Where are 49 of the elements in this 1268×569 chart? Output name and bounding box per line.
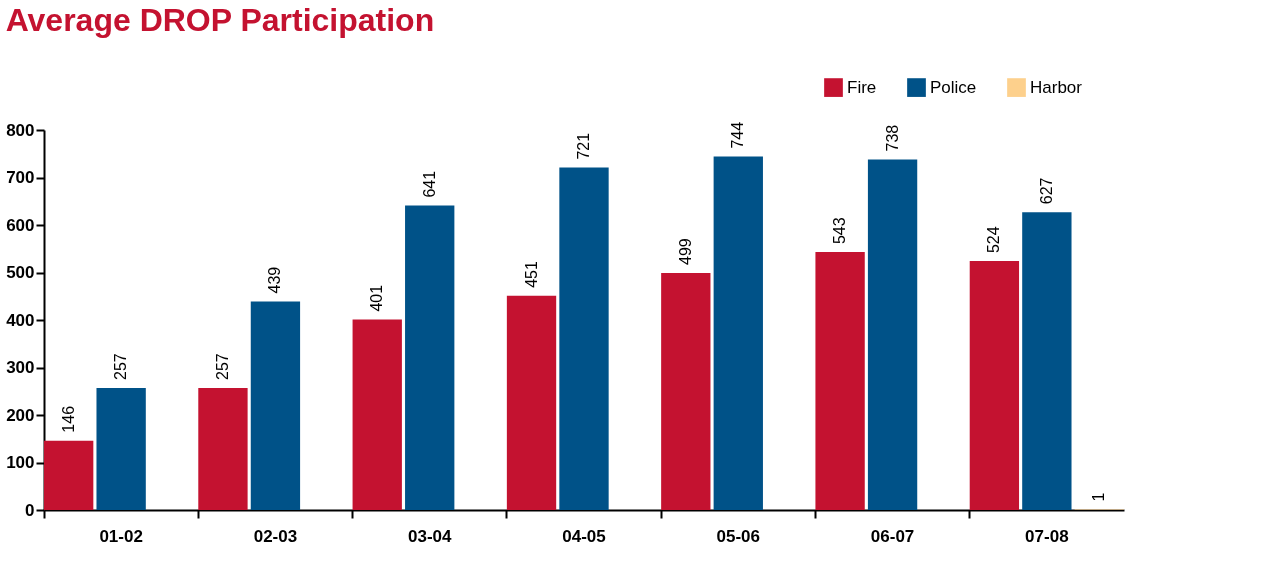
x-tick-label: 07-08 [1025,526,1069,546]
bar [198,387,248,510]
data-label: 451 [522,260,540,288]
y-tick-label: 400 [6,310,35,330]
y-tick-label: 300 [6,358,35,377]
y-tick-label: 200 [6,405,35,425]
data-label: 744 [729,121,747,149]
bar [250,301,301,510]
data-label: 721 [575,132,592,160]
y-tick-label: 800 [6,120,35,140]
x-tick-label: 01-02 [99,526,143,546]
y-tick-label: 100 [6,453,35,472]
bar [44,440,94,510]
x-tick-label: 06-07 [870,526,915,546]
data-label: 627 [1037,177,1055,205]
y-tick-label: 500 [6,263,35,282]
data-label: 146 [59,405,77,433]
data-label: 543 [831,217,849,245]
y-tick-label: 600 [6,215,35,235]
bar [405,205,455,510]
bar [713,156,763,510]
bar [969,261,1020,510]
data-label: 257 [213,353,231,380]
x-tick-label: 05-06 [716,526,761,546]
bar [559,167,609,510]
y-tick-label: 0 [25,500,35,520]
y-tick-label: 700 [6,168,35,187]
legend-label: Police [930,77,977,97]
data-label: 641 [420,170,438,198]
bar [1022,212,1072,510]
bar [352,319,402,510]
data-label: 439 [266,266,284,294]
data-label: 738 [883,124,901,152]
data-label: 1 [1090,492,1108,502]
x-tick-label: 02-03 [253,526,298,546]
bar [661,272,711,510]
bar [506,295,557,510]
x-tick-label: 04-05 [562,526,606,546]
data-label: 401 [368,284,386,312]
x-tick-label: 03-04 [407,526,452,546]
legend-label: Fire [847,77,877,97]
data-label: 499 [676,238,694,265]
chart-title: Average DROP Participation [5,2,435,38]
bar [867,159,918,510]
bar [96,387,146,510]
data-label: 524 [985,226,1003,254]
bar [815,252,865,510]
legend-label: Harbor [1030,77,1083,97]
data-label: 257 [112,353,130,380]
